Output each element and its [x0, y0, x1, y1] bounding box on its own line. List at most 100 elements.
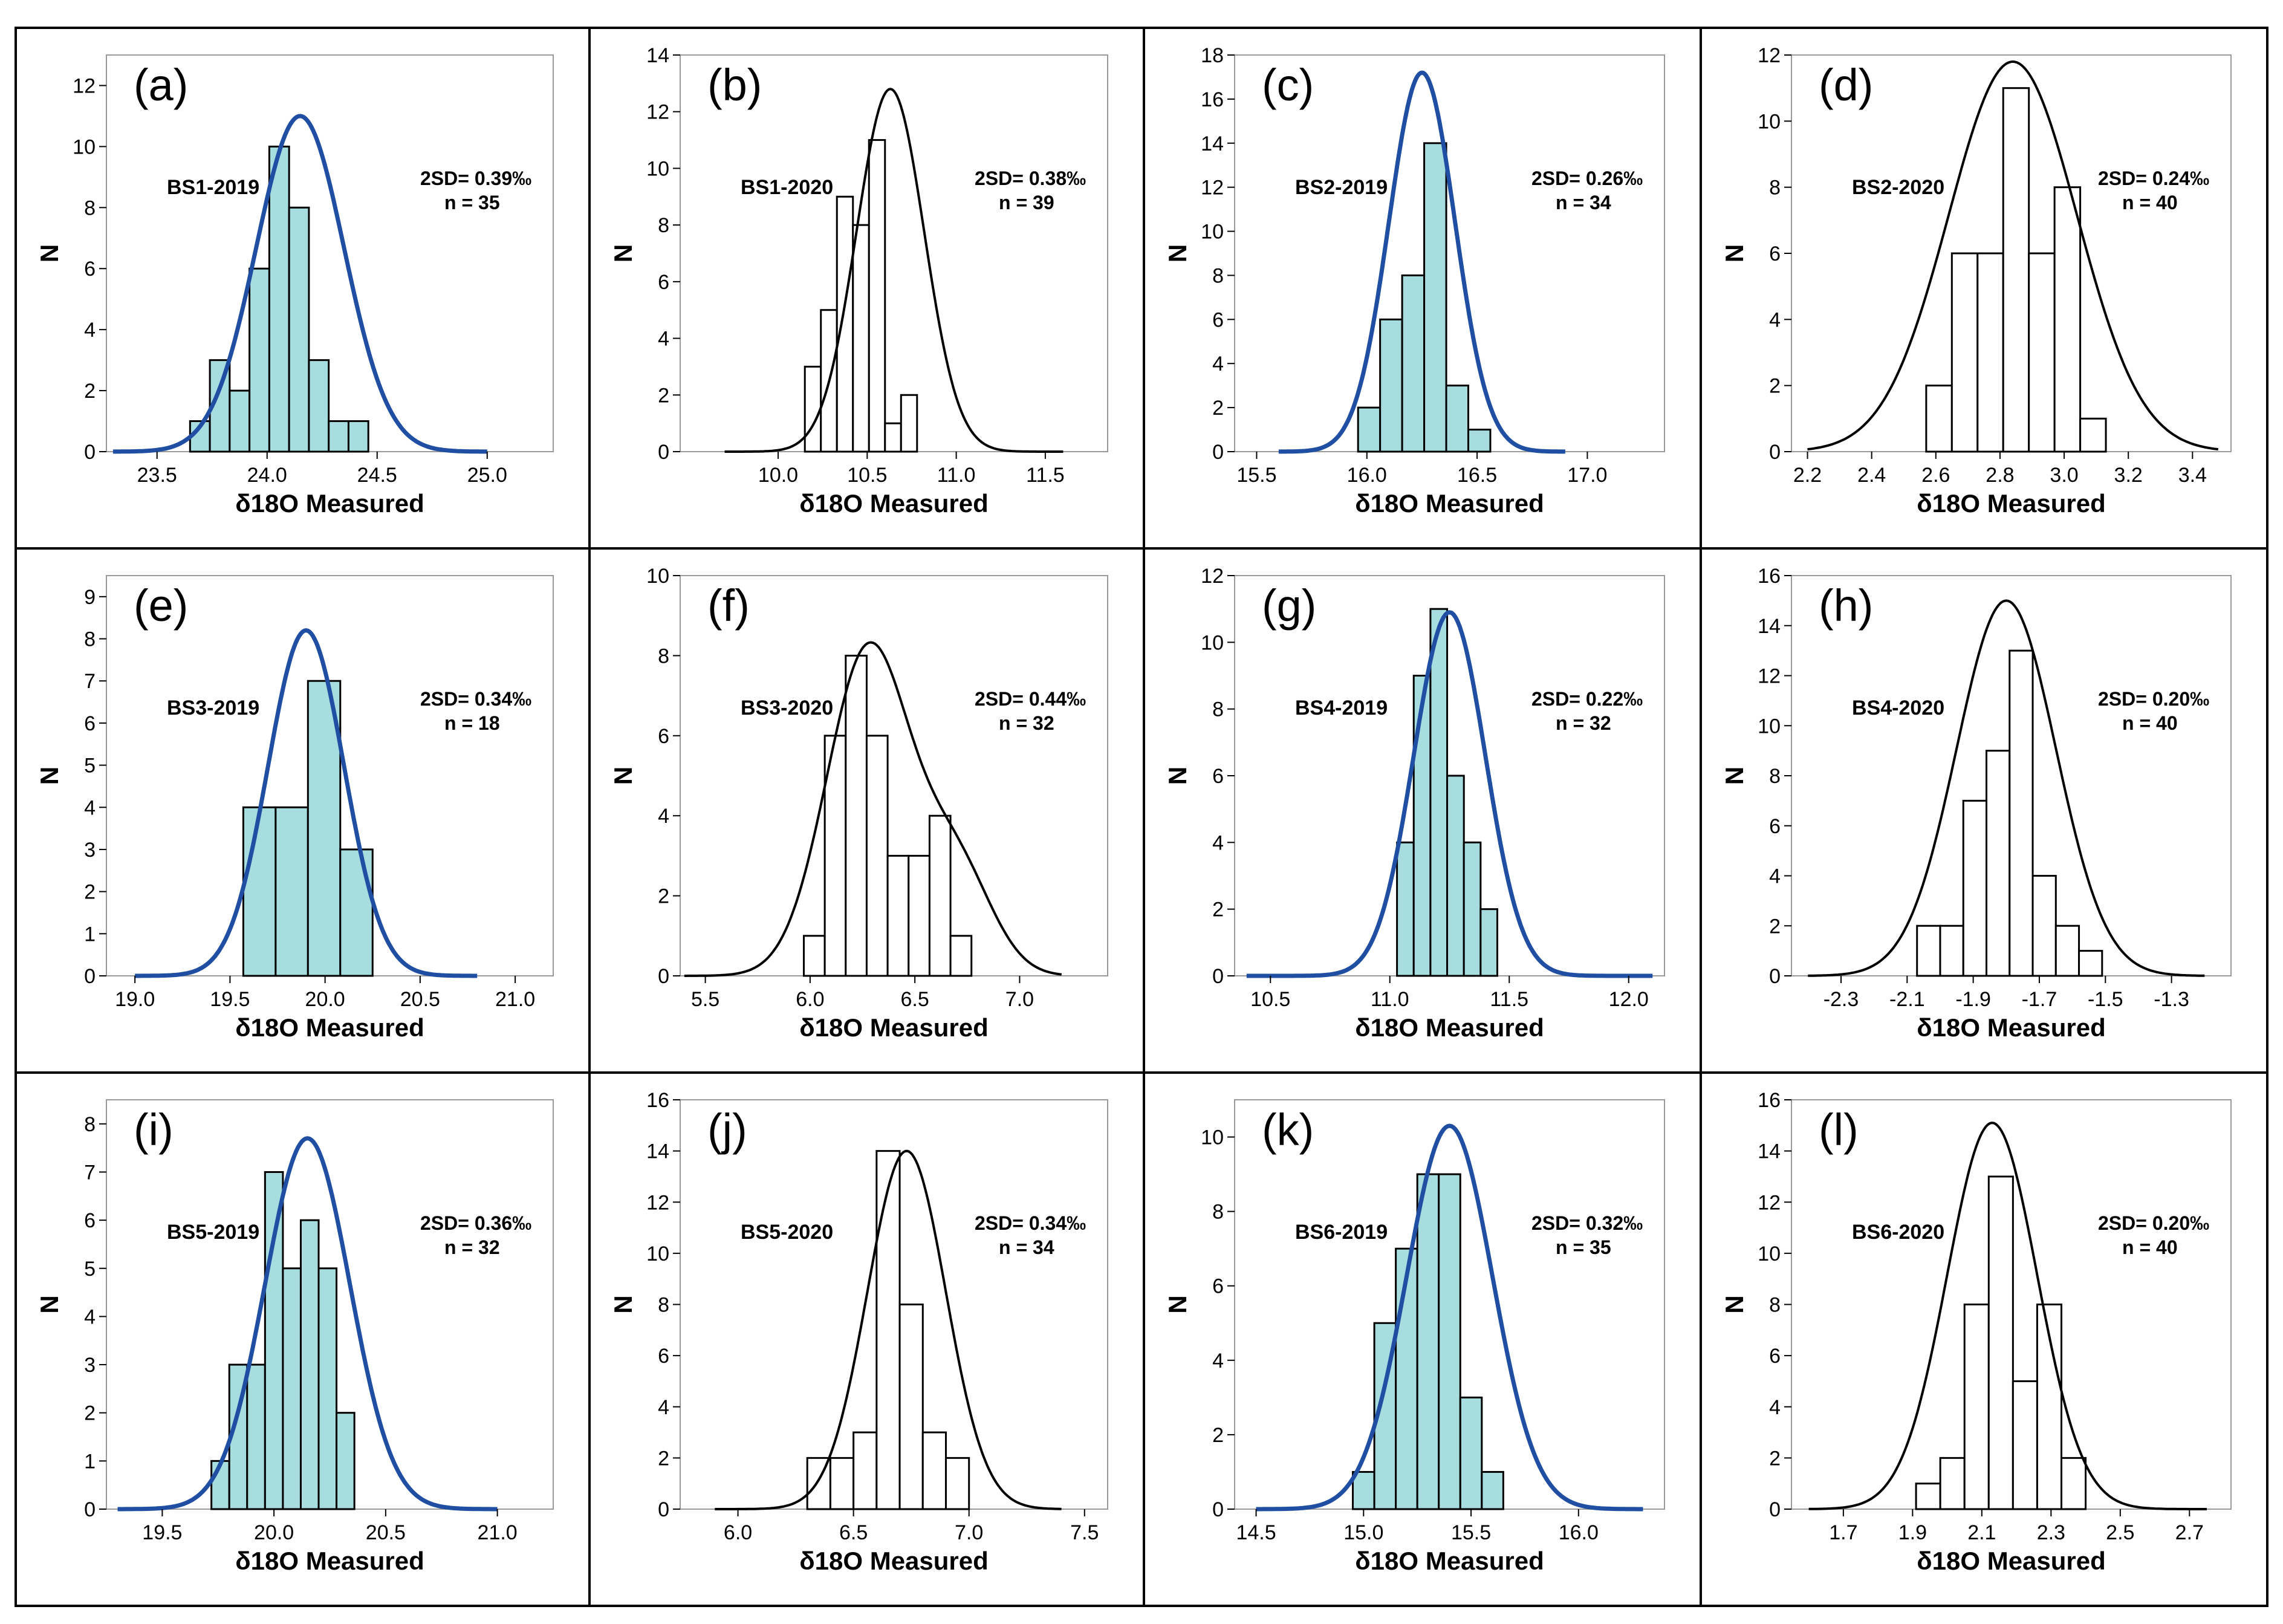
x-tick-label: 10.5 [1250, 988, 1290, 1011]
x-tick-label: 15.5 [1236, 464, 1276, 487]
histogram-bar [2009, 649, 2034, 977]
histogram-bar [282, 1267, 302, 1510]
x-tick-label: 2.8 [1986, 464, 2014, 487]
y-tick-label: 14 [646, 1140, 669, 1163]
y-tick-label: 8 [1212, 698, 1224, 721]
panel-letter: (k) [1262, 1105, 1314, 1155]
sample-count: n = 34 [1556, 192, 1611, 213]
y-tick-label: 2 [658, 1447, 669, 1470]
y-tick-label: 6 [84, 712, 96, 735]
x-tick-label: 20.5 [366, 1521, 406, 1544]
x-tick-label: 10.5 [847, 464, 887, 487]
histogram-bar [2053, 186, 2082, 453]
two-sd-value: 2SD= 0.20‰ [2098, 1212, 2209, 1234]
x-axis-label: δ18O Measured [1355, 1013, 1544, 1042]
histogram-bar [1446, 775, 1465, 977]
x-tick-label: 15.0 [1343, 1521, 1383, 1544]
y-tick-label: 8 [658, 1294, 669, 1317]
y-tick-label: 7 [84, 670, 96, 693]
two-sd-value: 2SD= 0.39‰ [420, 167, 531, 189]
histogram-bar [1976, 252, 2004, 453]
x-tick-label: 16.5 [1457, 464, 1497, 487]
y-tick-label: 1 [84, 1450, 96, 1473]
y-tick-label: 12 [1201, 565, 1224, 588]
y-axis-label: N [609, 767, 637, 785]
two-sd-value: 2SD= 0.20‰ [2098, 688, 2209, 710]
x-tick-label: 1.9 [1898, 1521, 1927, 1544]
histogram-bar [852, 1431, 878, 1510]
x-tick-label: 3.2 [2114, 464, 2143, 487]
x-tick-label: 12.0 [1609, 988, 1649, 1011]
y-tick-label: 16 [646, 1089, 669, 1112]
normal-fit-curve [112, 114, 487, 454]
y-tick-label: 1 [84, 923, 96, 946]
histogram-bar [1467, 429, 1492, 453]
panel-h: 0 2 4 6 8 10 12 14 16 -2.3 -2.1 -1.9 -1.7 -1.5 -1.3 Nδ1… [1720, 565, 2232, 1042]
y-tick-label: 4 [658, 328, 669, 351]
panel-letter: (f) [707, 580, 750, 631]
x-tick-label: 19.5 [142, 1521, 182, 1544]
x-axis-label: δ18O Measured [235, 489, 424, 518]
y-tick-label: 7 [84, 1161, 96, 1184]
histogram-bar [264, 1171, 284, 1510]
x-tick-label: 24.0 [247, 464, 287, 487]
histogram-bar [1963, 1304, 1990, 1510]
x-tick-label: 11.0 [937, 464, 976, 487]
normal-fit-curve [724, 88, 1064, 453]
histogram-bar [886, 854, 910, 977]
y-tick-label: 5 [84, 1258, 96, 1281]
x-tick-label: 25.0 [467, 464, 507, 487]
y-tick-label: 2 [84, 1402, 96, 1425]
x-tick-label: 19.5 [210, 988, 250, 1011]
histogram-bar [317, 1267, 338, 1510]
y-tick-label: 10 [1758, 110, 1781, 133]
histogram-bar [308, 359, 330, 453]
normal-fit-curve [1246, 610, 1653, 978]
histogram-bar [229, 389, 251, 453]
y-tick-label: 18 [1201, 44, 1224, 67]
histogram-bar [1459, 1396, 1483, 1510]
histogram-bar [248, 267, 270, 453]
y-tick-label: 2 [1769, 1447, 1781, 1470]
x-tick-label: -1.5 [2088, 988, 2123, 1011]
normal-fit-curve [1807, 60, 2219, 451]
histogram-bar [328, 420, 349, 453]
sample-name: BS6-2019 [1295, 1221, 1388, 1244]
normal-fit-curve [1808, 599, 2205, 977]
y-tick-label: 4 [1212, 352, 1224, 375]
y-tick-label: 10 [1758, 715, 1781, 738]
sample-count: n = 32 [1556, 712, 1611, 734]
y-tick-label: 3 [84, 1354, 96, 1377]
x-tick-label: 3.0 [2050, 464, 2078, 487]
y-tick-label: 8 [1769, 177, 1781, 200]
y-tick-label: 14 [1201, 132, 1224, 155]
y-tick-label: 5 [84, 755, 96, 778]
y-tick-label: 0 [1212, 965, 1224, 988]
histogram-bar [1962, 799, 1988, 977]
y-tick-label: 6 [84, 258, 96, 281]
x-tick-label: 2.7 [2175, 1521, 2204, 1544]
x-axis-label: δ18O Measured [1917, 1547, 2106, 1575]
x-tick-label: 11.0 [1371, 988, 1409, 1011]
y-tick-label: 14 [646, 44, 669, 67]
histogram-bar [1925, 385, 1953, 453]
histogram-bar [1438, 1173, 1461, 1510]
two-sd-value: 2SD= 0.24‰ [2098, 167, 2209, 189]
histogram-bar [1396, 841, 1415, 977]
figure-frame [15, 27, 2268, 1607]
histogram-bar [2002, 87, 2030, 453]
x-tick-label: -1.9 [1955, 988, 1991, 1011]
y-tick-label: 0 [658, 441, 669, 464]
x-tick-label: 20.0 [254, 1521, 294, 1544]
histogram-bar [268, 145, 290, 453]
y-tick-label: 8 [1212, 264, 1224, 287]
y-tick-label: 2 [1212, 1424, 1224, 1447]
y-tick-label: 4 [84, 1305, 96, 1328]
panel-letter: (d) [1819, 60, 1873, 110]
sample-name: BS1-2020 [741, 176, 833, 199]
x-tick-label: 15.5 [1451, 1521, 1491, 1544]
